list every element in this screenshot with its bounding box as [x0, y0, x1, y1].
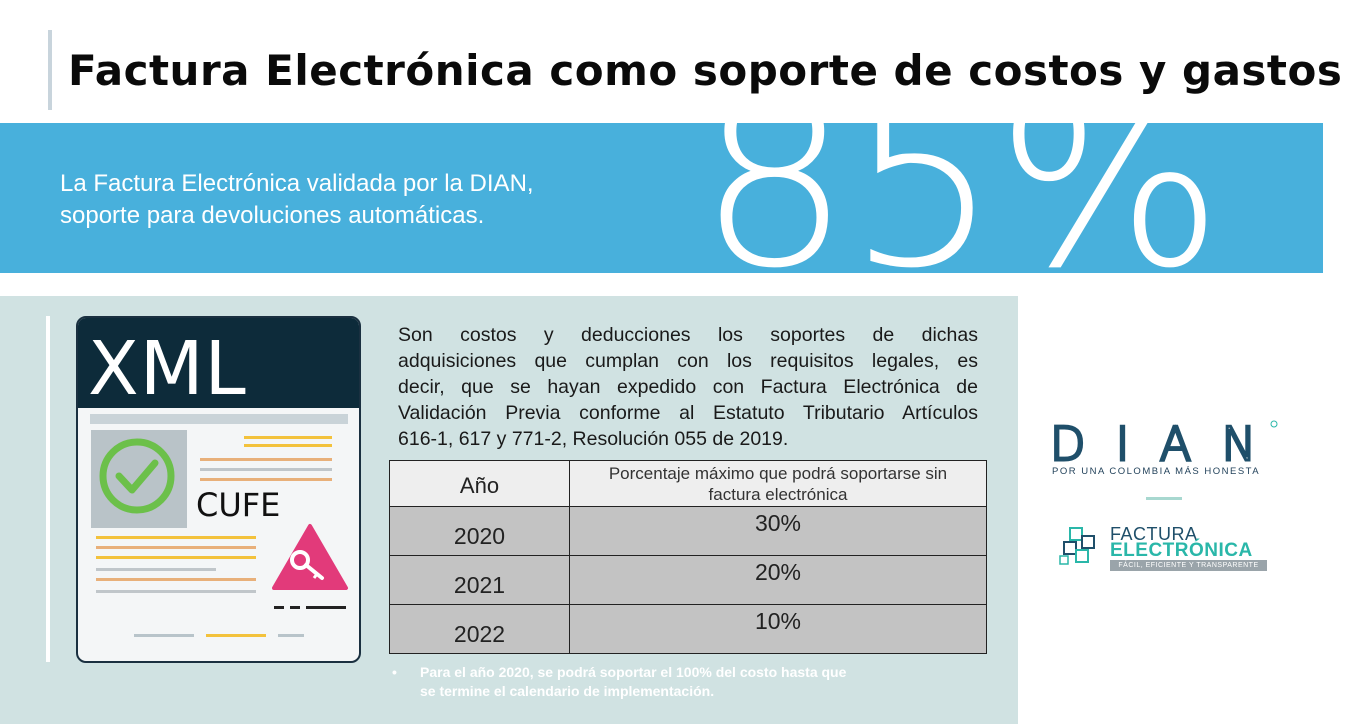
- doc-line: [96, 556, 256, 559]
- percentage-table: Año Porcentaje máximo que podrá soportar…: [389, 460, 987, 654]
- banner-line-2: soporte para devoluciones automáticas.: [60, 202, 485, 229]
- table-cell-percentage: 30%: [569, 506, 987, 556]
- dian-tagline: POR UNA COLOMBIA MÁS HONESTA: [1052, 466, 1261, 477]
- table-cell-year: 2021: [389, 555, 570, 605]
- banner-line-1: La Factura Electrónica validada por la D…: [60, 170, 534, 197]
- table-row: 2021 20%: [389, 555, 987, 605]
- table-header-pct-line: factura electrónica: [708, 485, 848, 504]
- key-warning-icon: [272, 524, 348, 590]
- check-panel: [91, 430, 187, 528]
- table-cell-percentage: 10%: [569, 604, 987, 654]
- doc-line: [290, 606, 300, 609]
- registered-mark-icon: [1270, 420, 1278, 428]
- table-row: 2020 30%: [389, 506, 987, 556]
- table-header-pct-line: Porcentaje máximo que podrá soportarse s…: [608, 464, 948, 483]
- doc-line: [96, 536, 256, 539]
- body-line: adquisiciones que cumplan con los requis…: [398, 350, 978, 372]
- xml-label: XML: [88, 326, 247, 412]
- logo-separator: [1146, 497, 1182, 500]
- table-cell-year: 2022: [389, 604, 570, 654]
- body-line: 616-1, 617 y 771-2, Resolución 055 de 20…: [398, 428, 789, 450]
- doc-line: [278, 634, 304, 637]
- banner: La Factura Electrónica validada por la D…: [0, 123, 1323, 273]
- body-line: Validación Previa conforme al Estatuto T…: [398, 402, 978, 424]
- xml-header: XML: [78, 318, 359, 412]
- factura-tagline: FÁCIL, EFICIENTE Y TRANSPARENTE: [1110, 560, 1267, 571]
- doc-line: [244, 436, 332, 439]
- table-row: 2022 10%: [389, 604, 987, 654]
- doc-shade-line: [90, 414, 348, 424]
- banner-text: La Factura Electrónica validada por la D…: [60, 168, 680, 232]
- doc-line: [200, 468, 332, 471]
- table-cell-percentage: 20%: [569, 555, 987, 605]
- doc-line: [96, 546, 256, 549]
- footnote-bullet: •: [392, 664, 397, 680]
- body-paragraph: Son costos y deducciones los soportes de…: [398, 322, 978, 452]
- check-circle-icon: [99, 438, 175, 514]
- table-header-year: Año: [389, 460, 570, 507]
- doc-line: [134, 634, 194, 637]
- title-accent-bar: [48, 30, 52, 110]
- doc-line: [96, 578, 256, 581]
- footnote-line-1: Para el año 2020, se podrá soportar el 1…: [420, 664, 847, 680]
- table-cell-year: 2020: [389, 506, 570, 556]
- footnote-line-2: se termine el calendario de implementaci…: [420, 683, 715, 699]
- dian-logo: DIAN: [1050, 420, 1278, 473]
- body-line: Son costos y deducciones los soportes de…: [398, 324, 978, 346]
- panel-accent-line: [46, 316, 50, 662]
- dian-wordmark: DIAN: [1050, 420, 1270, 471]
- doc-line: [200, 458, 332, 461]
- doc-line: [206, 634, 266, 637]
- doc-line: [200, 478, 332, 481]
- xml-document-icon: XML CUFE: [76, 316, 361, 663]
- table-header-row: Año Porcentaje máximo que podrá soportar…: [389, 460, 987, 507]
- factura-wordmark: FACTURA: [1110, 524, 1198, 544]
- big-percentage: 85%: [698, 123, 1223, 273]
- factura-electronica-logo-icon: [1059, 527, 1095, 565]
- doc-line: [96, 590, 256, 593]
- slide-title: Factura Electrónica como soporte de cost…: [68, 46, 1343, 95]
- cufe-label: CUFE: [196, 486, 281, 524]
- electronica-wordmark: ELECTRÓNICA: [1110, 540, 1253, 561]
- doc-line: [274, 606, 284, 609]
- doc-line: [244, 444, 332, 447]
- table-header-percentage: Porcentaje máximo que podrá soportarse s…: [569, 460, 987, 507]
- doc-line: [306, 606, 346, 609]
- body-line: decir, que se hayan expedido con Factura…: [398, 376, 978, 398]
- footnote: • Para el año 2020, se podrá soportar el…: [392, 663, 847, 701]
- doc-line: [96, 568, 216, 571]
